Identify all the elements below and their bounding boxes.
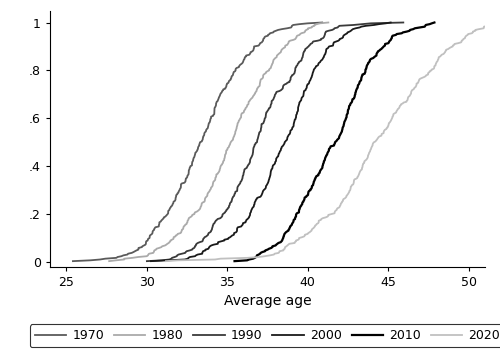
Legend: 1970, 1980, 1990, 2000, 2010, 2020: 1970, 1980, 1990, 2000, 2010, 2020: [30, 324, 500, 347]
X-axis label: Average age: Average age: [224, 294, 312, 308]
